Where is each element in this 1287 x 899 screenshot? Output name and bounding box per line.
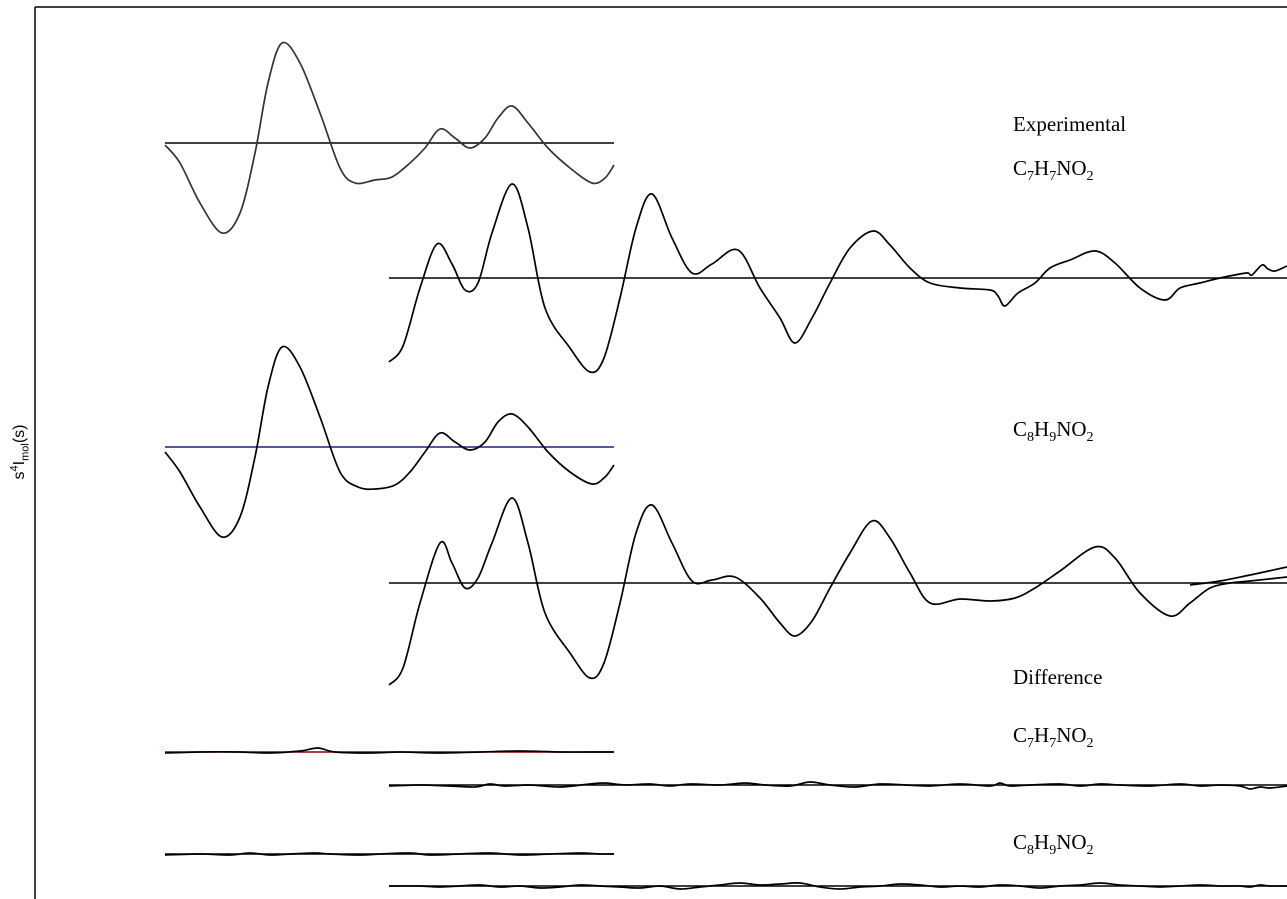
- label-model-formula: C8H9NO2: [1013, 417, 1094, 446]
- curve-difference-c7h7no2-long: [388, 781, 1287, 790]
- curve-group: [164, 41, 1287, 890]
- curve-experimental-c7h7no2-short: [164, 41, 615, 235]
- curve-model-c8h9no2-long-tail: [1189, 566, 1287, 586]
- label-difference: Difference: [1013, 665, 1103, 689]
- curve-difference-c7h7no2-short: [164, 747, 614, 754]
- y-axis-label: s4Imol(s): [8, 424, 32, 480]
- label-difference-formula-a: C7H7NO2: [1013, 723, 1094, 752]
- curve-difference-c8h9no2-short: [164, 852, 615, 856]
- curve-model-c8h9no2-long: [388, 497, 1287, 686]
- label-experimental: Experimental: [1013, 112, 1127, 136]
- curve-model-c8h9no2-short: [164, 345, 615, 539]
- curve-difference-c8h9no2-long: [388, 882, 1287, 890]
- label-experimental-formula: C7H7NO2: [1013, 156, 1094, 185]
- curve-experimental-c7h7no2-long: [388, 183, 1287, 374]
- label-difference-formula-b: C8H9NO2: [1013, 830, 1094, 859]
